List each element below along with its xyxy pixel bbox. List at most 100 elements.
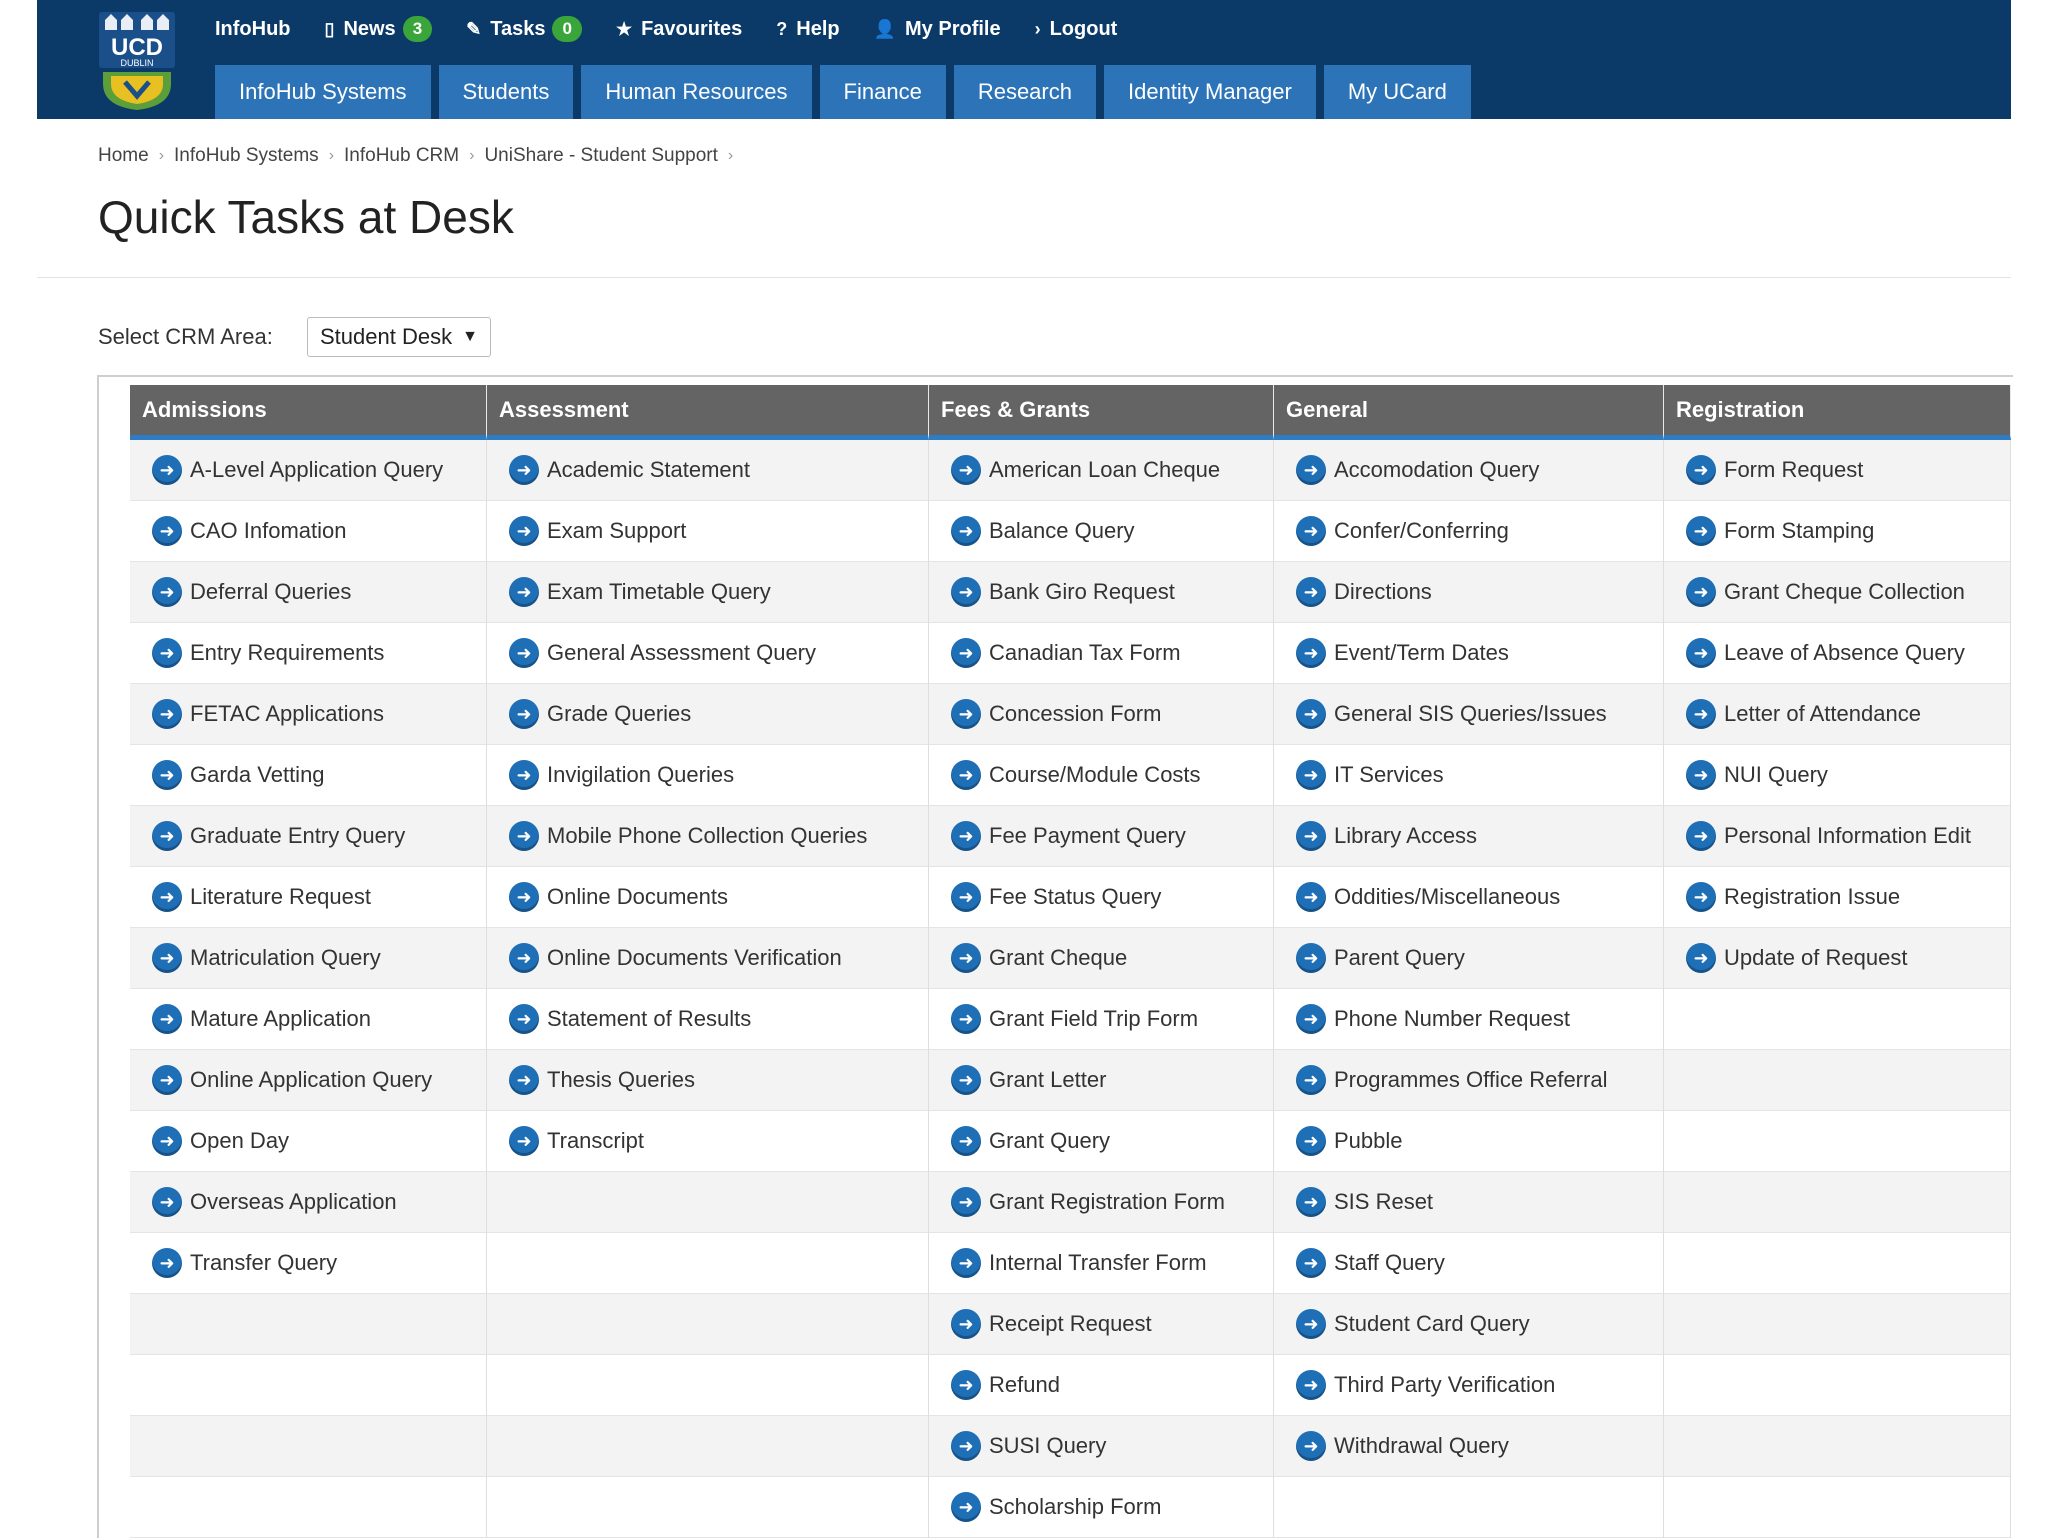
task-link[interactable]: ➜ Thesis Queries xyxy=(487,1050,928,1111)
task-link[interactable]: ➜ Fee Payment Query xyxy=(929,806,1273,867)
task-link[interactable]: ➜ Parent Query xyxy=(1274,928,1663,989)
task-link[interactable]: ➜ Online Application Query xyxy=(130,1050,486,1111)
crm-area-label: Select CRM Area: xyxy=(98,324,273,349)
task-link[interactable]: ➜ Refund xyxy=(929,1355,1273,1416)
tab-infohub-systems[interactable]: InfoHub Systems xyxy=(215,65,431,119)
task-link[interactable]: ➜ Leave of Absence Query xyxy=(1664,623,2010,684)
task-link-label: Online Documents xyxy=(547,884,728,909)
task-link[interactable]: ➜ Canadian Tax Form xyxy=(929,623,1273,684)
task-link[interactable]: ➜ Confer/Conferring xyxy=(1274,501,1663,562)
task-link[interactable]: ➜ SUSI Query xyxy=(929,1416,1273,1477)
topnav-help[interactable]: ? Help xyxy=(776,18,839,41)
task-link-label: Directions xyxy=(1334,579,1432,604)
task-link[interactable]: ➜ Grant Field Trip Form xyxy=(929,989,1273,1050)
tab-students[interactable]: Students xyxy=(438,65,574,119)
topnav-favourites[interactable]: ★ Favourites xyxy=(616,18,742,41)
tab-my-ucard[interactable]: My UCard xyxy=(1323,65,1471,119)
arrow-circle-icon: ➜ xyxy=(509,1126,539,1156)
task-link[interactable]: ➜ SIS Reset xyxy=(1274,1172,1663,1233)
task-link[interactable]: ➜ Entry Requirements xyxy=(130,623,486,684)
task-link[interactable]: ➜ General Assessment Query xyxy=(487,623,928,684)
breadcrumb-unishare[interactable]: UniShare - Student Support xyxy=(484,145,718,166)
task-link[interactable]: ➜ Transfer Query xyxy=(130,1233,486,1294)
crm-area-select[interactable]: Student Desk ▼ xyxy=(307,317,491,357)
task-link[interactable]: ➜ Academic Statement xyxy=(487,440,928,501)
task-link[interactable]: ➜ Grant Cheque Collection xyxy=(1664,562,2010,623)
task-link[interactable]: ➜ Course/Module Costs xyxy=(929,745,1273,806)
task-link[interactable]: ➜ Exam Timetable Query xyxy=(487,562,928,623)
task-link[interactable]: ➜ Grant Registration Form xyxy=(929,1172,1273,1233)
task-link[interactable]: ➜ Staff Query xyxy=(1274,1233,1663,1294)
task-link[interactable]: ➜ Deferral Queries xyxy=(130,562,486,623)
task-link[interactable]: ➜ Graduate Entry Query xyxy=(130,806,486,867)
task-link[interactable]: ➜ Student Card Query xyxy=(1274,1294,1663,1355)
task-link[interactable]: ➜ Accomodation Query xyxy=(1274,440,1663,501)
task-link[interactable]: ➜ Letter of Attendance xyxy=(1664,684,2010,745)
task-link-label: Fee Status Query xyxy=(989,884,1162,909)
breadcrumb-home[interactable]: Home xyxy=(98,145,149,166)
task-link[interactable]: ➜ Oddities/Miscellaneous xyxy=(1274,867,1663,928)
task-link[interactable]: ➜ Receipt Request xyxy=(929,1294,1273,1355)
task-link[interactable]: ➜ Invigilation Queries xyxy=(487,745,928,806)
task-link[interactable]: ➜ Online Documents xyxy=(487,867,928,928)
task-link[interactable]: ➜ Personal Information Edit xyxy=(1664,806,2010,867)
task-link[interactable]: ➜ Pubble xyxy=(1274,1111,1663,1172)
task-link-label: Confer/Conferring xyxy=(1334,518,1509,543)
task-link-label: Accomodation Query xyxy=(1334,457,1540,482)
task-link[interactable]: ➜ Phone Number Request xyxy=(1274,989,1663,1050)
task-link[interactable]: ➜ Balance Query xyxy=(929,501,1273,562)
task-link[interactable]: ➜ Directions xyxy=(1274,562,1663,623)
task-link[interactable]: ➜ Registration Issue xyxy=(1664,867,2010,928)
task-column-registration: ➜ Form Request ➜ Form Stamping ➜ Grant Cheque… xyxy=(1664,440,2011,1538)
task-link[interactable]: ➜ Grant Letter xyxy=(929,1050,1273,1111)
task-link[interactable]: ➜ Matriculation Query xyxy=(130,928,486,989)
topnav-my-profile[interactable]: 👤 My Profile xyxy=(874,18,1001,41)
svg-text:DUBLIN: DUBLIN xyxy=(120,58,153,68)
breadcrumb-infohub-crm[interactable]: InfoHub CRM xyxy=(344,145,460,166)
task-link[interactable]: ➜ Overseas Application xyxy=(130,1172,486,1233)
task-link[interactable]: ➜ Grant Cheque xyxy=(929,928,1273,989)
task-link[interactable]: ➜ Grade Queries xyxy=(487,684,928,745)
task-link[interactable]: ➜ Form Stamping xyxy=(1664,501,2010,562)
task-link[interactable]: ➜ Exam Support xyxy=(487,501,928,562)
task-link[interactable]: ➜ Programmes Office Referral xyxy=(1274,1050,1663,1111)
task-link[interactable]: ➜ Online Documents Verification xyxy=(487,928,928,989)
task-link[interactable]: ➜ A-Level Application Query xyxy=(130,440,486,501)
task-link[interactable]: ➜ Bank Giro Request xyxy=(929,562,1273,623)
task-link[interactable]: ➜ Fee Status Query xyxy=(929,867,1273,928)
task-link[interactable]: ➜ CAO Infomation xyxy=(130,501,486,562)
task-link[interactable]: ➜ Grant Query xyxy=(929,1111,1273,1172)
task-link[interactable]: ➜ FETAC Applications xyxy=(130,684,486,745)
tab-finance[interactable]: Finance xyxy=(819,65,946,119)
task-link[interactable]: ➜ Third Party Verification xyxy=(1274,1355,1663,1416)
task-link[interactable]: ➜ Mature Application xyxy=(130,989,486,1050)
task-link[interactable]: ➜ IT Services xyxy=(1274,745,1663,806)
task-link[interactable]: ➜ NUI Query xyxy=(1664,745,2010,806)
task-link[interactable]: ➜ Update of Request xyxy=(1664,928,2010,989)
ucd-crest-logo[interactable]: UCD DUBLIN xyxy=(97,10,177,110)
task-link[interactable]: ➜ American Loan Cheque xyxy=(929,440,1273,501)
task-link[interactable]: ➜ Transcript xyxy=(487,1111,928,1172)
task-link[interactable]: ➜ Withdrawal Query xyxy=(1274,1416,1663,1477)
task-link[interactable]: ➜ General SIS Queries/Issues xyxy=(1274,684,1663,745)
topnav-news[interactable]: ▯ News 3 xyxy=(325,16,433,42)
tab-human-resources[interactable]: Human Resources xyxy=(581,65,812,119)
tab-research[interactable]: Research xyxy=(953,65,1096,119)
tab-identity-manager[interactable]: Identity Manager xyxy=(1103,65,1316,119)
breadcrumb-infohub-systems[interactable]: InfoHub Systems xyxy=(174,145,319,166)
task-link[interactable]: ➜ Garda Vetting xyxy=(130,745,486,806)
topnav-infohub[interactable]: InfoHub xyxy=(215,18,291,41)
task-link[interactable]: ➜ Concession Form xyxy=(929,684,1273,745)
task-link[interactable]: ➜ Open Day xyxy=(130,1111,486,1172)
task-link[interactable]: ➜ Scholarship Form xyxy=(929,1477,1273,1538)
task-link[interactable]: ➜ Library Access xyxy=(1274,806,1663,867)
empty-cell xyxy=(487,1172,928,1233)
task-link[interactable]: ➜ Event/Term Dates xyxy=(1274,623,1663,684)
topnav-tasks[interactable]: ✎ Tasks 0 xyxy=(466,16,582,42)
task-link[interactable]: ➜ Statement of Results xyxy=(487,989,928,1050)
task-link[interactable]: ➜ Form Request xyxy=(1664,440,2010,501)
task-link[interactable]: ➜ Literature Request xyxy=(130,867,486,928)
topnav-logout[interactable]: › Logout xyxy=(1035,18,1118,41)
task-link[interactable]: ➜ Internal Transfer Form xyxy=(929,1233,1273,1294)
task-link[interactable]: ➜ Mobile Phone Collection Queries xyxy=(487,806,928,867)
